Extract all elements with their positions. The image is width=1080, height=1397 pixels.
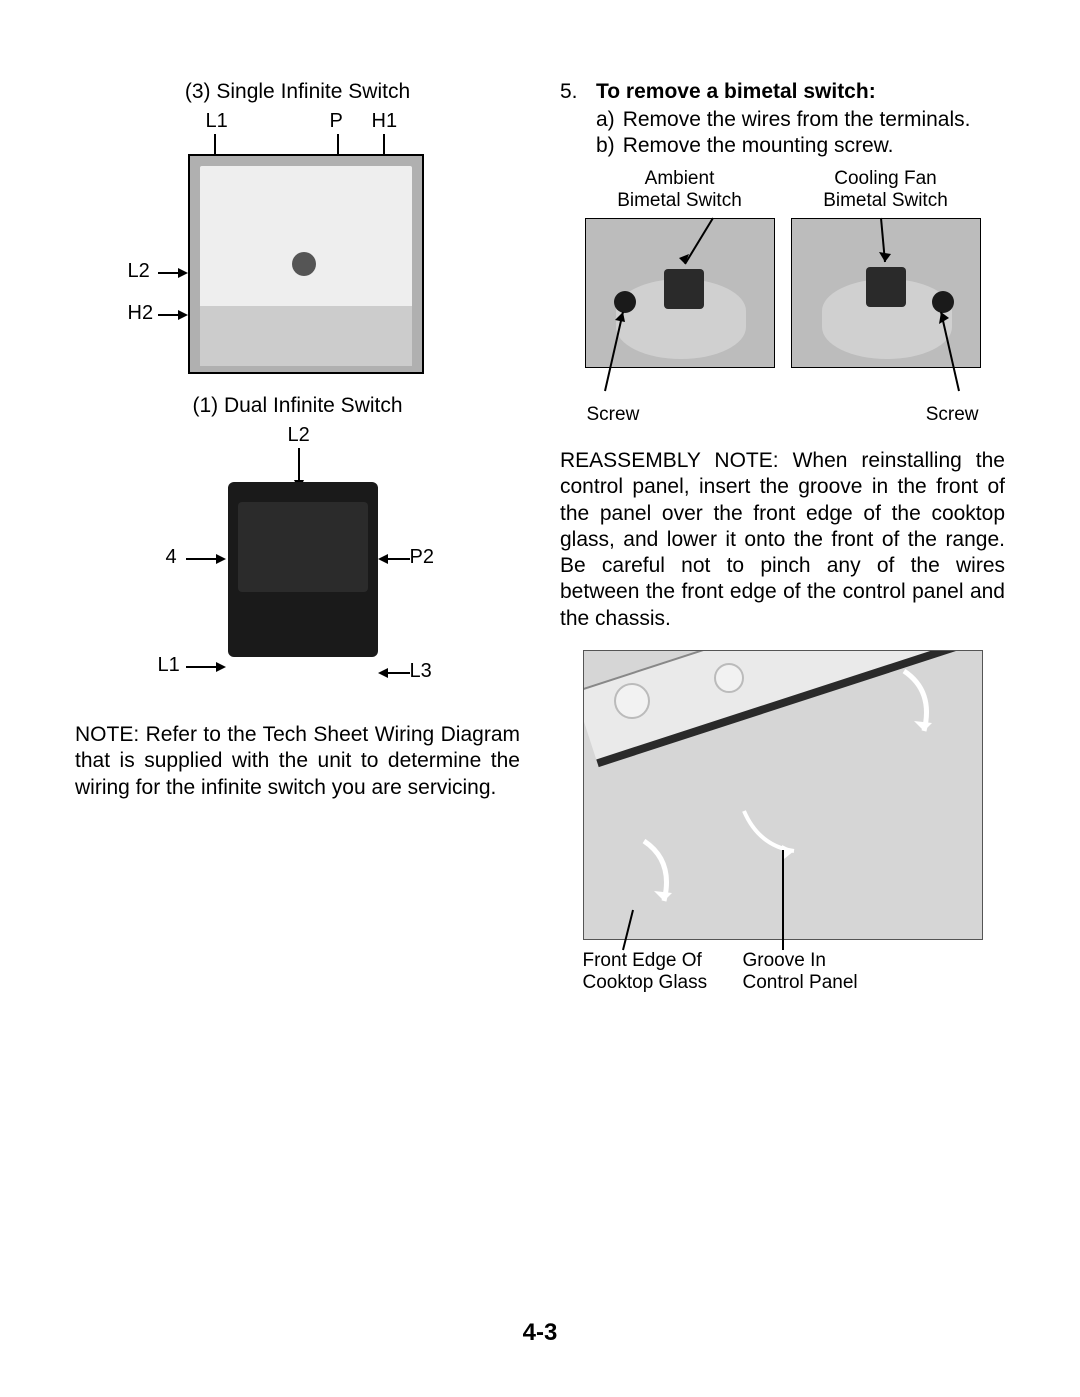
ambient-caption-l2: Bimetal Switch — [617, 190, 742, 212]
cooling-photo — [791, 218, 981, 368]
cooling-bimetal-figure: Cooling Fan Bimetal Switch Screw — [791, 168, 981, 426]
dual-label-l1: L1 — [158, 654, 180, 677]
substep-b-text: Remove the mounting screw. — [623, 134, 894, 158]
ambient-bimetal-figure: Ambient Bimetal Switch Screw — [585, 168, 775, 426]
substep-b: b) Remove the mounting screw. — [596, 134, 1005, 158]
dual-switch-photo — [228, 482, 378, 657]
dual-label-4: 4 — [166, 546, 177, 569]
left-column: (3) Single Infinite Switch L1 P H1 L2 — [75, 80, 520, 1000]
panel-caption-2-l1: Groove In — [743, 950, 826, 971]
substep-a: a) Remove the wires from the terminals. — [596, 108, 1005, 132]
dual-switch-figure: L2 4 P2 L1 L3 — [128, 424, 468, 694]
substep-b-letter: b) — [596, 134, 615, 158]
substep-a-text: Remove the wires from the terminals. — [623, 108, 971, 132]
label-l2: L2 — [128, 260, 150, 283]
panel-caption-1-l2: Cooktop Glass — [583, 972, 708, 993]
cooling-screw-label: Screw — [926, 404, 979, 426]
single-switch-photo — [188, 154, 424, 374]
panel-caption-2-l2: Control Panel — [743, 972, 858, 993]
ambient-screw-label: Screw — [587, 404, 640, 426]
dual-label-l3: L3 — [410, 660, 432, 683]
substep-a-letter: a) — [596, 108, 615, 132]
step-5: 5. To remove a bimetal switch: — [560, 80, 1005, 104]
panel-caption-2: Groove In Control Panel — [743, 950, 858, 994]
dual-switch-title: (1) Dual Infinite Switch — [75, 394, 520, 418]
label-h2: H2 — [128, 302, 154, 325]
bimetal-figures: Ambient Bimetal Switch Screw — [560, 168, 1005, 426]
single-switch-figure: L1 P H1 L2 H2 — [128, 110, 468, 380]
panel-caption-1: Front Edge Of Cooktop Glass — [583, 950, 708, 994]
step-5-number: 5. — [560, 80, 582, 104]
right-column: 5. To remove a bimetal switch: a) Remove… — [560, 80, 1005, 1000]
ambient-photo — [585, 218, 775, 368]
label-h1: H1 — [372, 110, 398, 133]
dual-label-l2: L2 — [288, 424, 310, 447]
ambient-caption-l1: Ambient — [645, 168, 715, 190]
label-p: P — [330, 110, 343, 133]
reassembly-note: REASSEMBLY NOTE: When reinstalling the c… — [560, 448, 1005, 632]
wiring-note: NOTE: Refer to the Tech Sheet Wiring Dia… — [75, 722, 520, 801]
dual-label-p2: P2 — [410, 546, 434, 569]
panel-figure: Front Edge Of Cooktop Glass Groove In Co… — [583, 650, 983, 1000]
panel-photo — [583, 650, 983, 940]
cooling-caption-l2: Bimetal Switch — [823, 190, 948, 212]
step-5-title: To remove a bimetal switch: — [596, 80, 1005, 104]
panel-caption-1-l1: Front Edge Of — [583, 950, 702, 971]
cooling-caption-l1: Cooling Fan — [834, 168, 936, 190]
single-switch-title: (3) Single Infinite Switch — [75, 80, 520, 104]
page-number: 4-3 — [0, 1319, 1080, 1347]
label-l1: L1 — [206, 110, 228, 133]
